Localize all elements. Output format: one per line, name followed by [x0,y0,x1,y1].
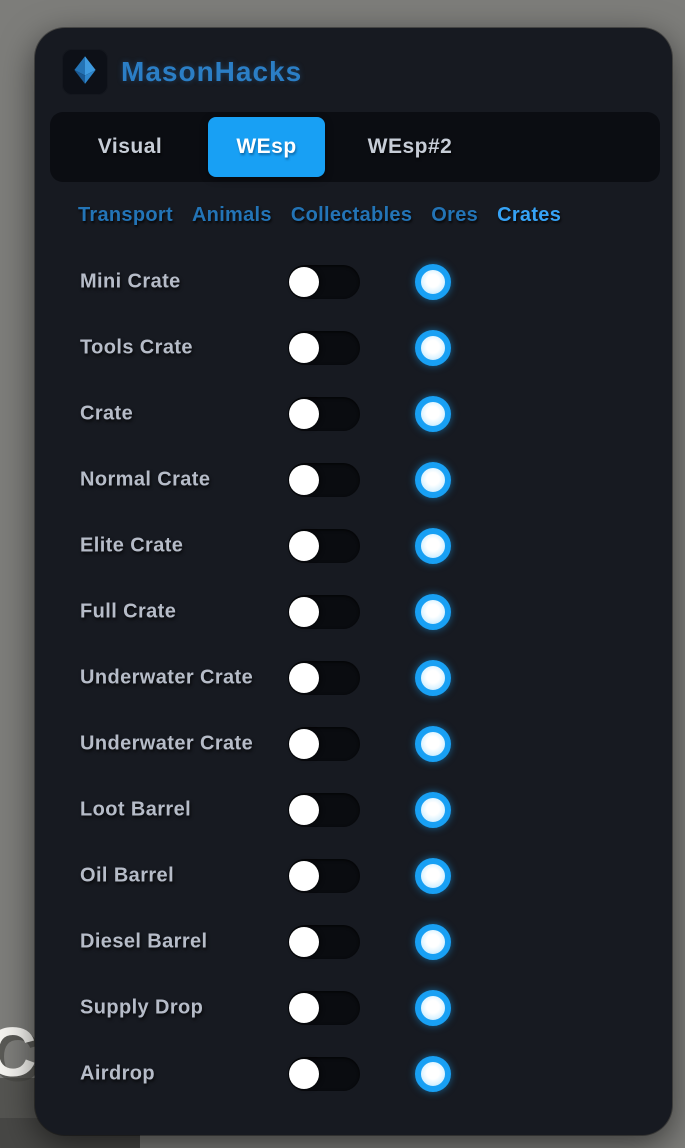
color-picker[interactable] [415,660,451,696]
feature-toggle[interactable] [288,793,360,827]
color-picker[interactable] [415,528,451,564]
feature-row-mini-crate: Mini Crate [35,249,672,315]
feature-label: Oil Barrel [80,864,175,887]
feature-toggle[interactable] [288,463,360,497]
color-picker[interactable] [415,924,451,960]
feature-label: Underwater Crate [80,732,254,755]
feature-label: Loot Barrel [80,798,192,821]
feature-row-normal-crate: Normal Crate [35,447,672,513]
feature-row-supply-drop: Supply Drop [35,975,672,1041]
app-logo [62,49,108,95]
feature-row-oil-barrel: Oil Barrel [35,843,672,909]
feature-toggle[interactable] [288,661,360,695]
feature-label: Diesel Barrel [80,930,208,953]
color-picker[interactable] [415,792,451,828]
toggle-knob [289,663,319,693]
toggle-knob [289,465,319,495]
feature-toggle[interactable] [288,265,360,299]
category-tab-bar: Transport Animals Collectables Ores Crat… [78,204,638,227]
subtab-crates[interactable]: Crates [497,204,562,226]
feature-label: Crate [80,402,134,425]
feature-toggle[interactable] [288,1057,360,1091]
color-picker[interactable] [415,1056,451,1092]
toggle-knob [289,795,319,825]
diamond-gem-icon [68,53,102,92]
feature-toggle[interactable] [288,595,360,629]
toggle-knob [289,267,319,297]
feature-toggle[interactable] [288,331,360,365]
feature-label: Mini Crate [80,270,181,293]
feature-list: Mini Crate Tools Crate Crate Normal Crat… [35,249,672,1107]
main-tab-bar: Visual WEsp WEsp#2 [50,112,660,182]
feature-label: Full Crate [80,600,177,623]
color-picker[interactable] [415,264,451,300]
toggle-knob [289,1059,319,1089]
toggle-knob [289,993,319,1023]
feature-row-tools-crate: Tools Crate [35,315,672,381]
feature-row-loot-barrel: Loot Barrel [35,777,672,843]
feature-label: Underwater Crate [80,666,254,689]
color-picker[interactable] [415,726,451,762]
feature-label: Tools Crate [80,336,193,359]
app-title: MasonHacks [121,56,303,87]
toggle-knob [289,729,319,759]
feature-row-underwater-crate-2: Underwater Crate [35,711,672,777]
color-picker[interactable] [415,462,451,498]
feature-label: Supply Drop [80,996,204,1019]
tab-visual[interactable]: Visual [97,135,163,158]
menu-header: MasonHacks [62,48,302,96]
feature-label: Airdrop [80,1062,156,1085]
feature-row-full-crate: Full Crate [35,579,672,645]
color-picker[interactable] [415,396,451,432]
feature-label: Elite Crate [80,534,184,557]
feature-row-crate: Crate [35,381,672,447]
subtab-animals[interactable]: Animals [191,204,272,226]
toggle-knob [289,597,319,627]
feature-row-airdrop: Airdrop [35,1041,672,1107]
toggle-knob [289,531,319,561]
feature-toggle[interactable] [288,529,360,563]
toggle-knob [289,861,319,891]
toggle-knob [289,399,319,429]
feature-row-elite-crate: Elite Crate [35,513,672,579]
color-picker[interactable] [415,594,451,630]
toggle-knob [289,333,319,363]
feature-label: Normal Crate [80,468,211,491]
feature-row-diesel-barrel: Diesel Barrel [35,909,672,975]
color-picker[interactable] [415,990,451,1026]
color-picker[interactable] [415,858,451,894]
toggle-knob [289,927,319,957]
subtab-ores[interactable]: Ores [431,204,479,226]
cheat-menu-panel: MasonHacks Visual WEsp WEsp#2 Transport … [35,28,672,1135]
tab-wesp2[interactable]: WEsp#2 [367,135,453,158]
feature-toggle[interactable] [288,859,360,893]
feature-toggle[interactable] [288,925,360,959]
tab-wesp[interactable]: WEsp [208,117,325,177]
subtab-collectables[interactable]: Collectables [290,204,413,226]
feature-row-underwater-crate-1: Underwater Crate [35,645,672,711]
feature-toggle[interactable] [288,991,360,1025]
feature-toggle[interactable] [288,397,360,431]
color-picker[interactable] [415,330,451,366]
subtab-transport[interactable]: Transport [78,204,173,226]
feature-toggle[interactable] [288,727,360,761]
